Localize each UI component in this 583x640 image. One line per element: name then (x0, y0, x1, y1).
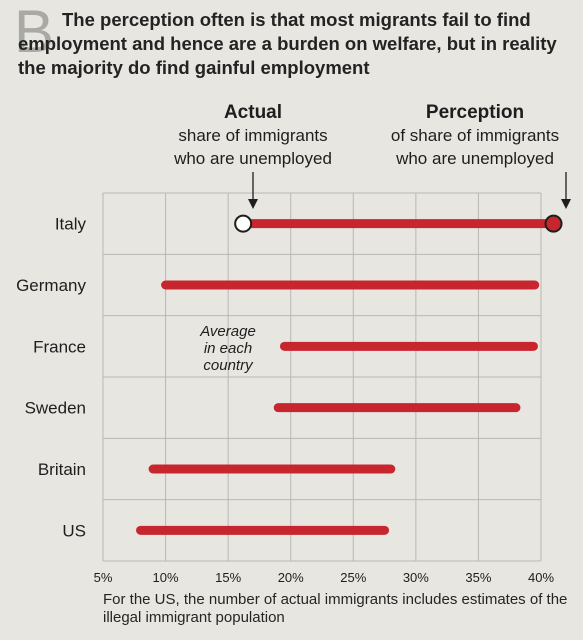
x-tick-label: 5% (94, 570, 113, 585)
perception-arrow (561, 172, 571, 209)
average-label-3: country (203, 357, 254, 374)
perception-subtitle-1: of share of immigrants (391, 126, 559, 145)
headline: The perception often is that most migran… (18, 9, 557, 78)
y-axis-labels: Italy Germany France Sweden Britain US (16, 215, 86, 541)
category-label: Britain (38, 460, 86, 479)
category-label: Germany (16, 276, 86, 295)
actual-subtitle-2: who are unemployed (173, 149, 332, 168)
perception-subtitle-2: who are unemployed (395, 149, 554, 168)
x-tick-label: 35% (465, 570, 491, 585)
x-tick-label: 20% (278, 570, 304, 585)
perception-marker (544, 214, 563, 233)
x-tick-label: 30% (403, 570, 429, 585)
actual-arrow (248, 172, 258, 209)
actual-marker (234, 214, 253, 233)
category-label: France (33, 337, 86, 356)
average-label-2: in each (204, 340, 252, 357)
x-tick-label: 40% (528, 570, 554, 585)
chart-bars (136, 214, 563, 535)
category-label: US (62, 521, 86, 540)
x-tick-label: 10% (153, 570, 179, 585)
footnote: For the US, the number of actual immigra… (103, 591, 568, 626)
perception-title: Perception (426, 102, 524, 123)
dropcap-letter: B (14, 0, 55, 65)
x-tick-label: 25% (340, 570, 366, 585)
chart-grid (102, 192, 542, 562)
x-axis-labels: 5% 10% 15% 20% 25% 30% 35% 40% (94, 570, 555, 585)
category-label: Sweden (25, 399, 86, 418)
x-tick-label: 15% (215, 570, 241, 585)
average-label-1: Average (199, 323, 256, 340)
category-label: Italy (55, 215, 87, 234)
actual-title: Actual (224, 102, 282, 123)
actual-subtitle-1: share of immigrants (178, 126, 327, 145)
